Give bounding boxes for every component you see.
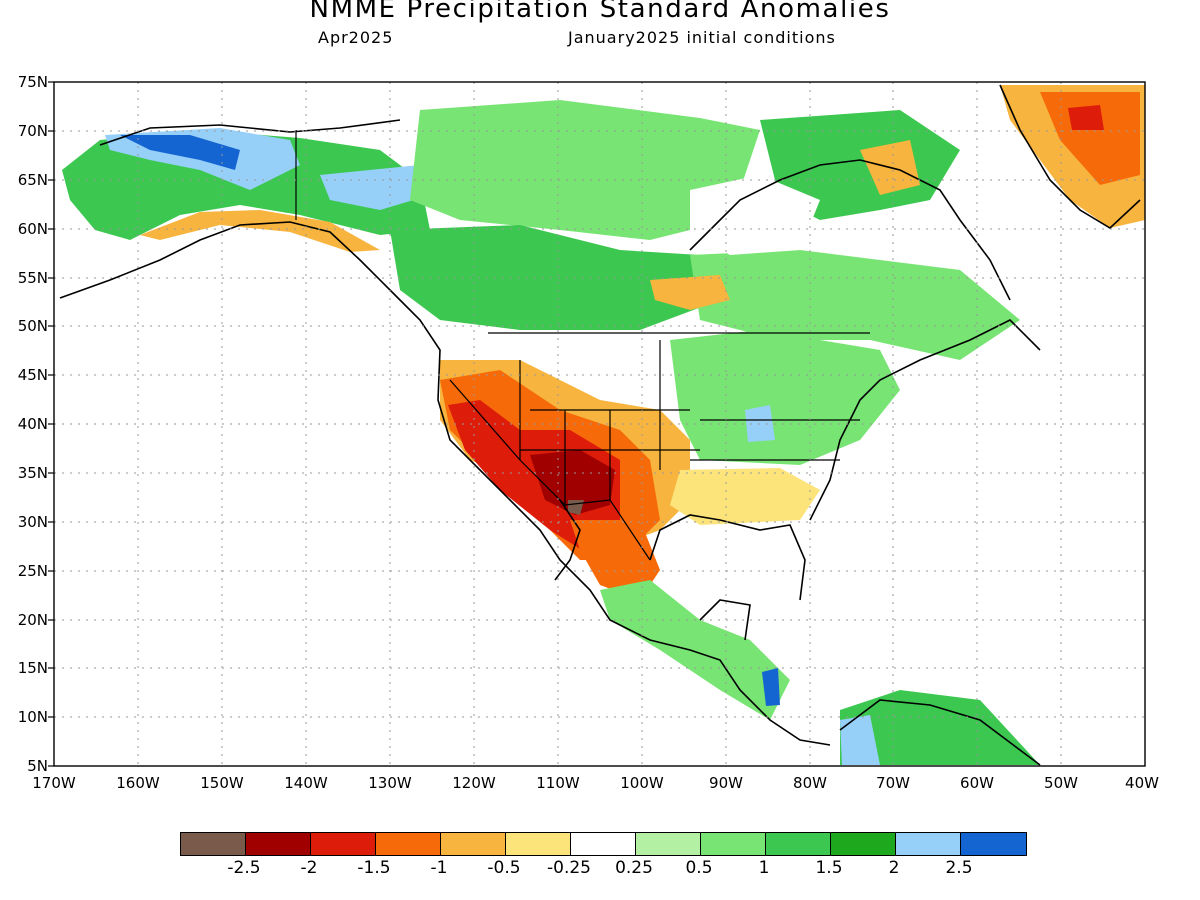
extreme-dry-region-southwest <box>448 400 620 555</box>
legend-swatch <box>181 833 246 855</box>
lat-label: 20N <box>17 611 48 629</box>
legend-label: 2.5 <box>945 858 973 878</box>
lat-label: 50N <box>17 317 48 335</box>
legend-swatch <box>311 833 376 855</box>
legend-label: 1.5 <box>815 858 843 878</box>
lon-label: 140W <box>284 774 328 792</box>
lat-label: 70N <box>17 122 48 140</box>
legend-label: 0.25 <box>615 858 653 878</box>
lon-label: 40W <box>1125 774 1159 792</box>
wet-region-mexico-south <box>600 580 790 720</box>
lat-label: 35N <box>17 464 48 482</box>
legend-swatch <box>506 833 571 855</box>
legend-swatch <box>896 833 961 855</box>
legend-label: -2 <box>300 858 318 878</box>
lon-label: 170W <box>32 774 76 792</box>
lat-label: 30N <box>17 513 48 531</box>
wet-region-canada-prairies <box>390 225 720 330</box>
lat-label: 65N <box>17 171 48 189</box>
color-legend <box>180 832 1027 856</box>
lat-label: 15N <box>17 659 48 677</box>
lon-label: 130W <box>368 774 412 792</box>
very-wet-region-yukon <box>320 165 430 210</box>
legend-swatch <box>766 833 831 855</box>
lat-label: 55N <box>17 269 48 287</box>
lat-label: 45N <box>17 366 48 384</box>
lon-label: 50W <box>1044 774 1078 792</box>
lon-label: 120W <box>452 774 496 792</box>
legend-label: 0.5 <box>685 858 713 878</box>
chart-title: NMME Precipitation Standard Anomalies <box>309 0 891 24</box>
legend-swatch <box>376 833 441 855</box>
dry-strip-alaska-coast <box>140 210 380 252</box>
legend-swatch <box>701 833 766 855</box>
lon-label: 100W <box>620 774 664 792</box>
axis-ticks <box>48 81 54 767</box>
lon-label: 110W <box>536 774 580 792</box>
white-region-hudson-bay <box>690 175 820 255</box>
init-conditions: January2025 initial conditions <box>568 28 836 47</box>
very-wet-region-south-america <box>840 715 880 765</box>
lat-label: 75N <box>17 73 48 91</box>
legend-label: 2 <box>888 858 900 878</box>
lon-label: 150W <box>200 774 244 792</box>
lat-label: 40N <box>17 415 48 433</box>
dry-spot-canada <box>650 275 730 310</box>
severe-dry-region-4corners <box>530 450 615 515</box>
legend-label: -0.25 <box>547 858 591 878</box>
dry-region-southeast <box>670 468 820 525</box>
lon-label: 70W <box>876 774 910 792</box>
legend-label: -1 <box>430 858 448 878</box>
lat-label: 60N <box>17 220 48 238</box>
graticule <box>54 82 1145 766</box>
wet-region-south-america <box>840 690 1040 765</box>
extreme-wet-region-alaska <box>120 135 240 170</box>
lon-label: 160W <box>116 774 160 792</box>
lon-label: 60W <box>960 774 994 792</box>
legend-swatch <box>636 833 701 855</box>
wet-region-canada-north <box>410 100 760 240</box>
legend-label: 1 <box>758 858 770 878</box>
lat-label: 25N <box>17 562 48 580</box>
wet-region-midwest <box>670 330 900 465</box>
wet-region-canada-east <box>760 110 960 220</box>
lat-label: 10N <box>17 708 48 726</box>
legend-swatch <box>571 833 636 855</box>
legend-swatch <box>441 833 506 855</box>
greenland-extreme-dry <box>1068 105 1104 130</box>
valid-month: Apr2025 <box>318 28 394 47</box>
legend-label: -1.5 <box>357 858 391 878</box>
legend-swatch <box>831 833 896 855</box>
legend-label: -0.5 <box>487 858 521 878</box>
greenland-very-dry <box>1040 92 1140 185</box>
dry-region-mexico <box>570 520 660 600</box>
lat-label: 5N <box>27 757 48 775</box>
extreme-wet-region-central-america <box>762 668 780 706</box>
legend-swatch <box>961 833 1026 855</box>
legend-label: -2.5 <box>227 858 261 878</box>
lon-label: 90W <box>709 774 743 792</box>
coastlines <box>59 84 1141 766</box>
lon-label: 80W <box>793 774 827 792</box>
political-borders <box>295 130 870 561</box>
legend-swatch <box>246 833 311 855</box>
